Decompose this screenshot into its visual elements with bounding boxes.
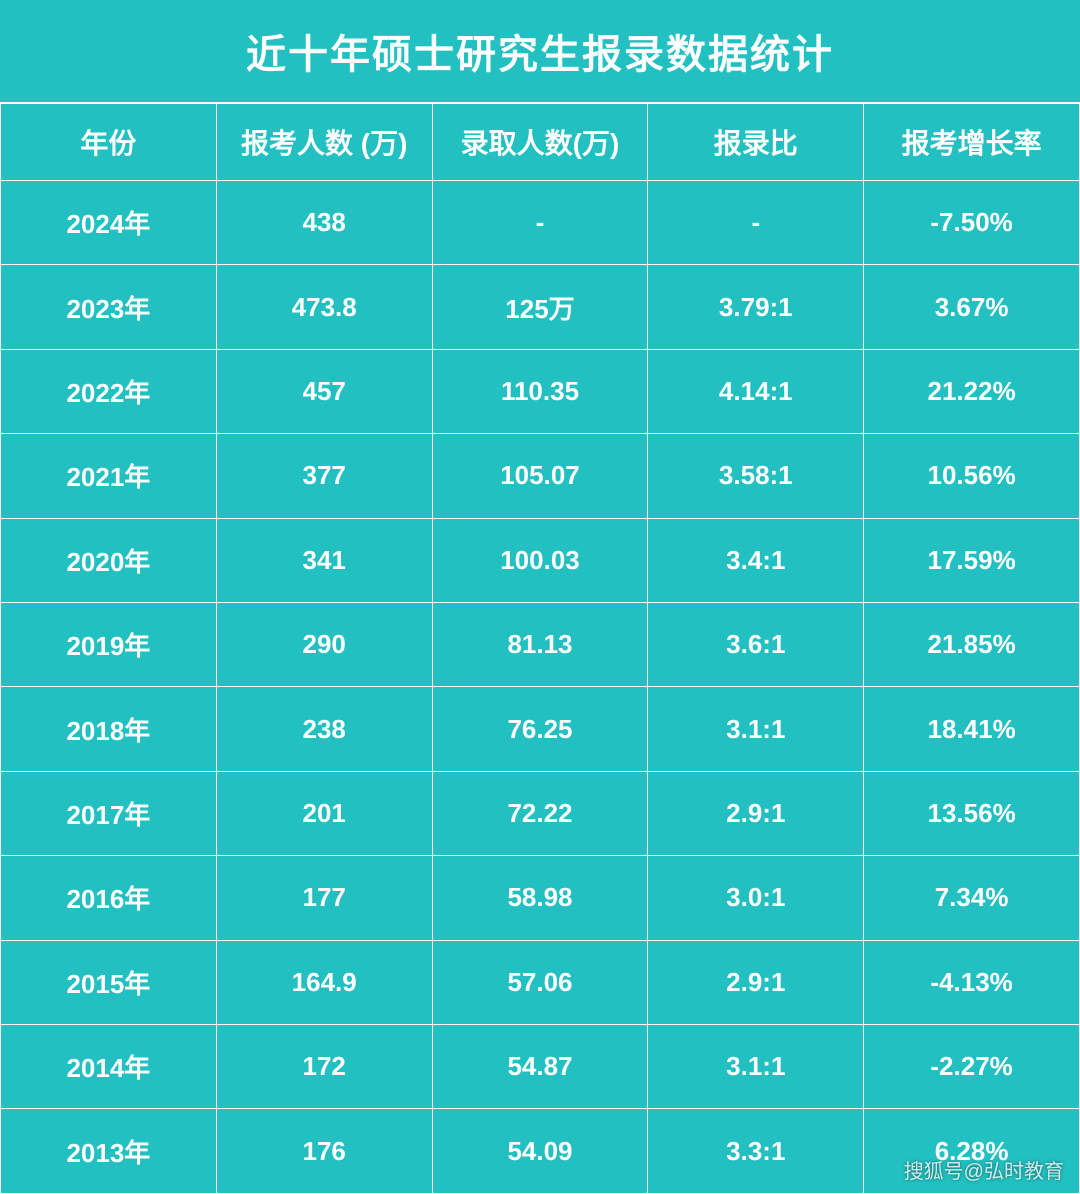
cell-growth: 3.67% [864, 265, 1080, 349]
table-body: 2024年 438 - - -7.50% 2023年 473.8 125万 3.… [1, 181, 1080, 1194]
cell-admitted: 58.98 [432, 856, 648, 940]
cell-year: 2018年 [1, 687, 217, 771]
table-row: 2021年 377 105.07 3.58:1 10.56% [1, 434, 1080, 518]
col-header-growth: 报考增长率 [864, 103, 1080, 181]
cell-growth: 21.85% [864, 603, 1080, 687]
cell-year: 2016年 [1, 856, 217, 940]
header-row: 年份 报考人数 (万) 录取人数(万) 报录比 报考增长率 [1, 103, 1080, 181]
cell-admitted: 57.06 [432, 940, 648, 1024]
cell-admitted: 54.87 [432, 1025, 648, 1109]
table-row: 2023年 473.8 125万 3.79:1 3.67% [1, 265, 1080, 349]
cell-ratio: 3.4:1 [648, 518, 864, 602]
col-header-applicants: 报考人数 (万) [216, 103, 432, 181]
title-row: 近十年硕士研究生报录数据统计 [1, 0, 1080, 103]
cell-growth: 6.28% [864, 1109, 1080, 1194]
cell-growth: 21.22% [864, 349, 1080, 433]
table-row: 2016年 177 58.98 3.0:1 7.34% [1, 856, 1080, 940]
cell-year: 2024年 [1, 181, 217, 265]
cell-growth: -2.27% [864, 1025, 1080, 1109]
cell-admitted: 110.35 [432, 349, 648, 433]
cell-admitted: 76.25 [432, 687, 648, 771]
cell-admitted: 105.07 [432, 434, 648, 518]
cell-ratio: - [648, 181, 864, 265]
cell-ratio: 3.0:1 [648, 856, 864, 940]
table-row: 2014年 172 54.87 3.1:1 -2.27% [1, 1025, 1080, 1109]
cell-growth: -4.13% [864, 940, 1080, 1024]
cell-applicants: 164.9 [216, 940, 432, 1024]
cell-growth: 18.41% [864, 687, 1080, 771]
cell-admitted: 54.09 [432, 1109, 648, 1194]
cell-ratio: 3.1:1 [648, 1025, 864, 1109]
cell-year: 2017年 [1, 771, 217, 855]
cell-growth: 17.59% [864, 518, 1080, 602]
cell-growth: 13.56% [864, 771, 1080, 855]
table-title: 近十年硕士研究生报录数据统计 [1, 0, 1080, 103]
cell-applicants: 172 [216, 1025, 432, 1109]
cell-year: 2014年 [1, 1025, 217, 1109]
cell-year: 2013年 [1, 1109, 217, 1194]
data-table-container: 近十年硕士研究生报录数据统计 年份 报考人数 (万) 录取人数(万) 报录比 报… [0, 0, 1080, 1194]
cell-admitted: 72.22 [432, 771, 648, 855]
cell-ratio: 3.58:1 [648, 434, 864, 518]
cell-applicants: 457 [216, 349, 432, 433]
cell-admitted: 100.03 [432, 518, 648, 602]
cell-year: 2020年 [1, 518, 217, 602]
cell-admitted: 125万 [432, 265, 648, 349]
cell-ratio: 2.9:1 [648, 771, 864, 855]
table-row: 2020年 341 100.03 3.4:1 17.59% [1, 518, 1080, 602]
cell-growth: 7.34% [864, 856, 1080, 940]
col-header-admitted: 录取人数(万) [432, 103, 648, 181]
cell-year: 2019年 [1, 603, 217, 687]
cell-ratio: 3.3:1 [648, 1109, 864, 1194]
table-row: 2022年 457 110.35 4.14:1 21.22% [1, 349, 1080, 433]
admissions-table: 近十年硕士研究生报录数据统计 年份 报考人数 (万) 录取人数(万) 报录比 报… [0, 0, 1080, 1194]
table-row: 2019年 290 81.13 3.6:1 21.85% [1, 603, 1080, 687]
table-row: 2017年 201 72.22 2.9:1 13.56% [1, 771, 1080, 855]
cell-admitted: 81.13 [432, 603, 648, 687]
table-row: 2024年 438 - - -7.50% [1, 181, 1080, 265]
cell-applicants: 341 [216, 518, 432, 602]
cell-applicants: 473.8 [216, 265, 432, 349]
cell-ratio: 3.79:1 [648, 265, 864, 349]
table-row: 2015年 164.9 57.06 2.9:1 -4.13% [1, 940, 1080, 1024]
cell-year: 2022年 [1, 349, 217, 433]
cell-applicants: 238 [216, 687, 432, 771]
cell-admitted: - [432, 181, 648, 265]
table-row: 2018年 238 76.25 3.1:1 18.41% [1, 687, 1080, 771]
col-header-year: 年份 [1, 103, 217, 181]
col-header-ratio: 报录比 [648, 103, 864, 181]
cell-applicants: 201 [216, 771, 432, 855]
cell-ratio: 3.6:1 [648, 603, 864, 687]
cell-year: 2023年 [1, 265, 217, 349]
cell-growth: 10.56% [864, 434, 1080, 518]
cell-growth: -7.50% [864, 181, 1080, 265]
cell-ratio: 4.14:1 [648, 349, 864, 433]
cell-applicants: 176 [216, 1109, 432, 1194]
cell-ratio: 2.9:1 [648, 940, 864, 1024]
cell-year: 2021年 [1, 434, 217, 518]
cell-applicants: 290 [216, 603, 432, 687]
table-row: 2013年 176 54.09 3.3:1 6.28% [1, 1109, 1080, 1194]
cell-applicants: 177 [216, 856, 432, 940]
cell-year: 2015年 [1, 940, 217, 1024]
cell-applicants: 438 [216, 181, 432, 265]
cell-applicants: 377 [216, 434, 432, 518]
cell-ratio: 3.1:1 [648, 687, 864, 771]
